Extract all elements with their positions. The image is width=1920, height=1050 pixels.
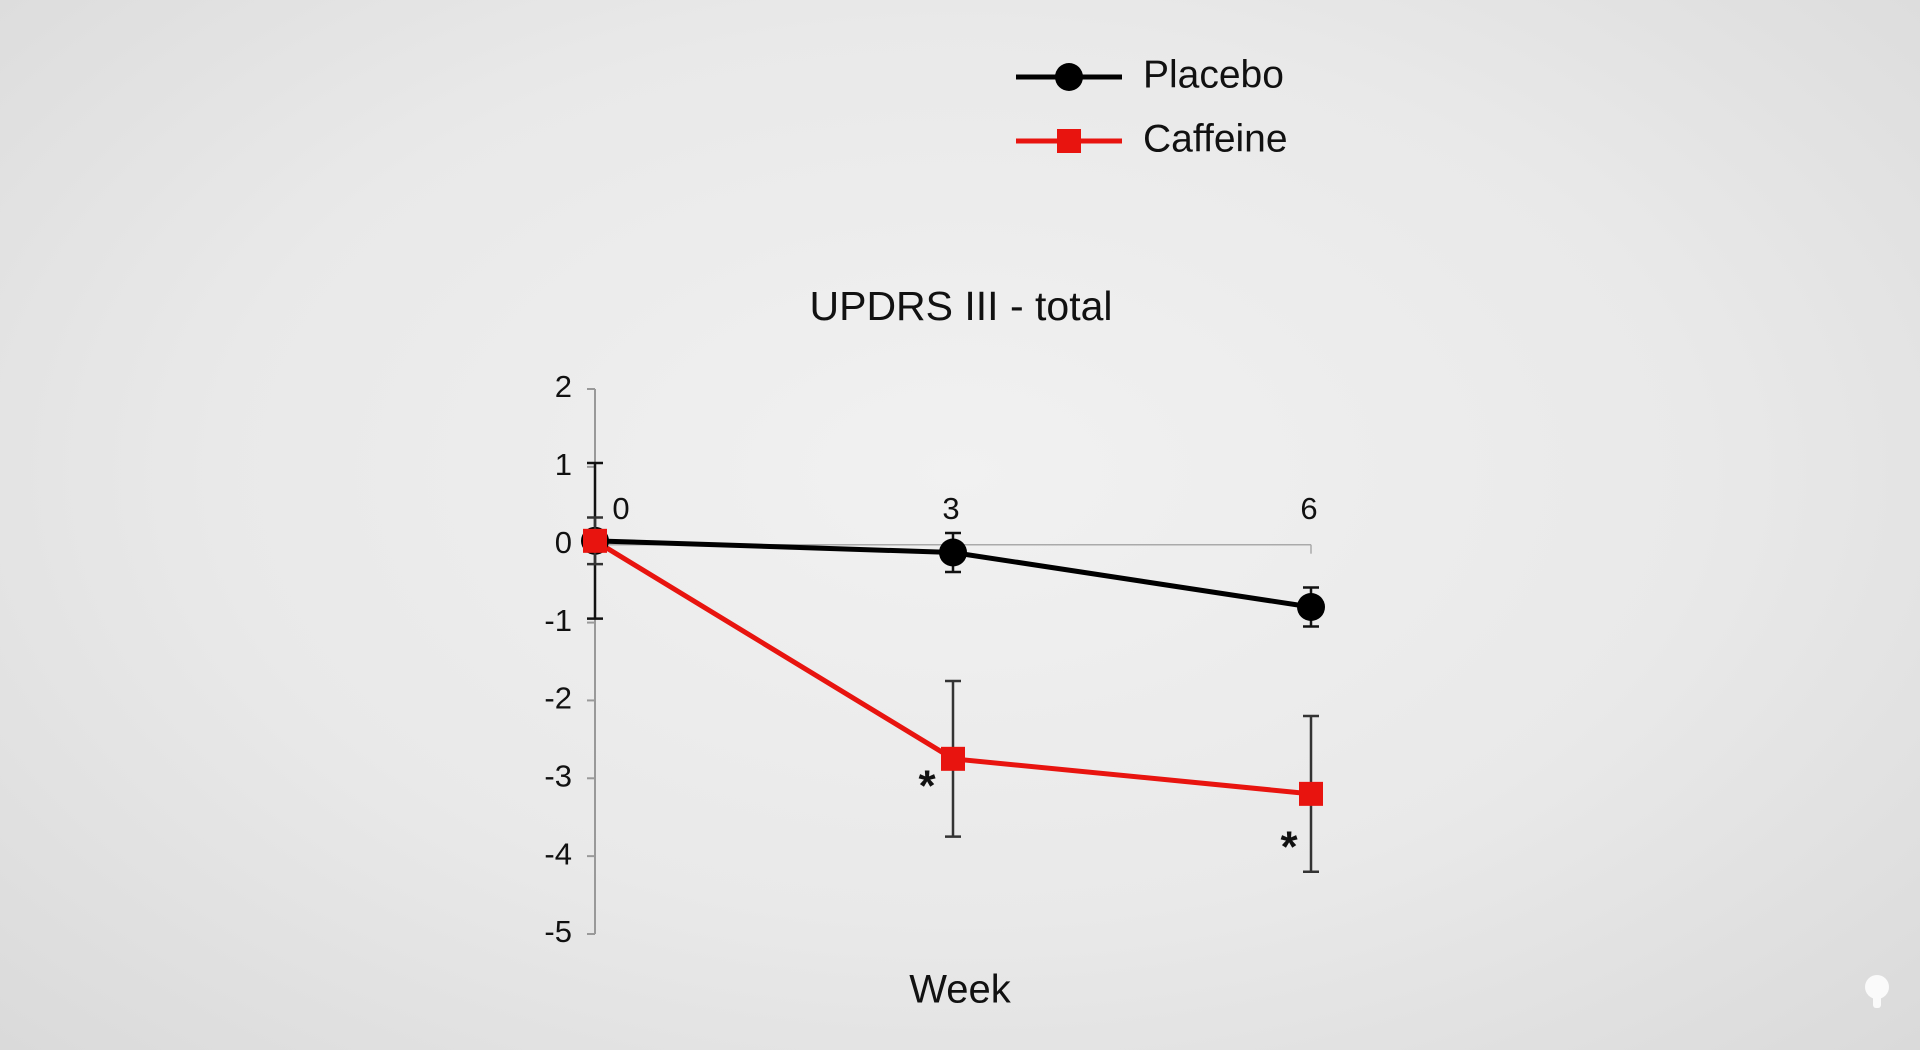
y-tick-label: -1: [544, 603, 572, 638]
icon-part: [1873, 990, 1881, 1008]
x-axis-label: Week: [909, 968, 1012, 1012]
y-tick-label: -4: [544, 836, 572, 871]
chart-title: UPDRS III - total: [809, 283, 1112, 329]
marker: [939, 538, 967, 567]
marker: [1299, 781, 1323, 806]
legend-marker: [1057, 129, 1081, 153]
y-tick-label: 0: [555, 525, 572, 560]
y-tick-label: 1: [555, 447, 572, 482]
marker: [1297, 593, 1325, 621]
marker: [583, 528, 607, 553]
legend-marker: [1055, 63, 1083, 91]
x-tick-label: 6: [1300, 491, 1317, 526]
x-tick-label: 0: [612, 491, 629, 526]
y-tick-label: -2: [544, 681, 572, 716]
icon-part: [1865, 975, 1889, 999]
marker: [941, 746, 965, 771]
y-tick-label: -3: [544, 758, 572, 793]
x-tick-label: 3: [942, 491, 959, 526]
legend-label: Placebo: [1143, 53, 1284, 96]
annotation: *: [1280, 822, 1298, 871]
legend-label: Caffeine: [1143, 117, 1288, 160]
y-tick-label: 2: [555, 369, 572, 404]
annotation: *: [918, 761, 936, 810]
y-tick-label: -5: [544, 914, 572, 949]
watermark-icon: [1865, 975, 1889, 1008]
